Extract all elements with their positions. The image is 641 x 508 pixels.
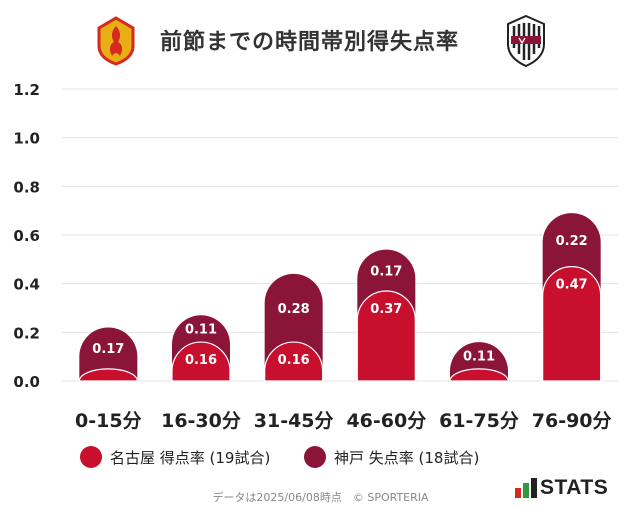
- y-tick-label: 0.4: [13, 276, 40, 294]
- bar-nagoya: [264, 341, 324, 382]
- legend-item-nagoya: 名古屋 得点率 (19試合): [80, 446, 270, 468]
- legend-swatch-nagoya: [80, 446, 102, 468]
- bar-nagoya: [78, 368, 138, 382]
- bar-kobe: [79, 327, 138, 381]
- legend-swatch-kobe: [304, 446, 326, 468]
- vissel-crest-icon: [507, 14, 545, 68]
- x-category-label: 76-90分: [532, 410, 612, 432]
- data-label-kobe: 0.22: [556, 234, 588, 249]
- nagoya-crest-icon: [97, 16, 135, 66]
- bar-chart: 0.0 0.2 0.4 0.6 0.8 1.0 1.2 0.17 0-15分 0.11 0.16 16…: [13, 81, 618, 432]
- legend-label-nagoya: 名古屋 得点率 (19試合): [110, 448, 271, 467]
- chart-title: 前節までの時間帯別得失点率: [160, 30, 460, 55]
- y-tick-label: 1.2: [13, 81, 40, 99]
- x-category-label: 31-45分: [254, 410, 334, 432]
- x-category-label: 61-75分: [439, 410, 519, 432]
- data-label-kobe: 0.17: [92, 342, 124, 357]
- y-tick-label: 0.0: [13, 373, 40, 391]
- y-tick-label: 0.6: [13, 227, 40, 245]
- data-label-nagoya: 0.16: [185, 353, 217, 368]
- data-label-kobe: 0.28: [278, 302, 310, 317]
- data-label-nagoya: 0.16: [278, 353, 310, 368]
- title-row: 前節までの時間帯別得失点率: [0, 10, 641, 70]
- bar-nagoya: [171, 341, 231, 382]
- data-label-nagoya: 0.47: [556, 278, 588, 293]
- legend-label-kobe: 神戸 失点率 (18試合): [334, 448, 480, 467]
- stats-mark-icon: [515, 478, 537, 498]
- stats-brand: STATS: [540, 476, 609, 499]
- data-label-kobe: 0.17: [370, 264, 402, 279]
- data-label-kobe: 0.11: [463, 349, 495, 364]
- legend: 名古屋 得点率 (19試合) 神戸 失点率 (18試合): [0, 446, 641, 476]
- y-tick-label: 0.2: [13, 324, 40, 342]
- footer-note: データは2025/06/08時点 © SPORTERIA: [212, 491, 429, 504]
- bar-nagoya: [542, 266, 602, 382]
- y-tick-label: 0.8: [13, 178, 40, 196]
- legend-item-kobe: 神戸 失点率 (18試合): [304, 446, 479, 468]
- data-label-kobe: 0.11: [185, 323, 217, 338]
- bar-nagoya: [356, 290, 416, 382]
- bar-nagoya: [449, 368, 509, 382]
- data-label-nagoya: 0.37: [370, 302, 402, 317]
- x-category-label: 46-60分: [346, 410, 426, 432]
- x-category-label: 16-30分: [161, 410, 241, 432]
- x-category-label: 0-15分: [75, 410, 142, 432]
- stats-logo: STATS: [514, 476, 608, 500]
- y-tick-label: 1.0: [13, 130, 40, 148]
